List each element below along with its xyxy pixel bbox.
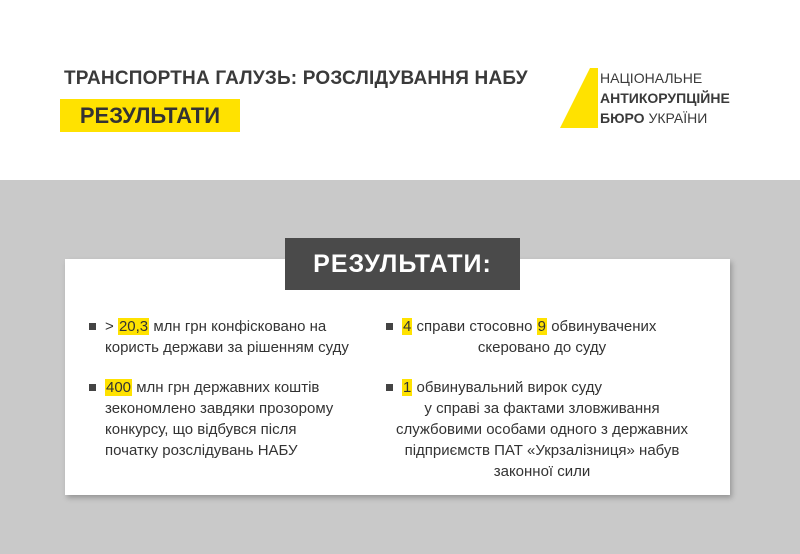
panel-label: РЕЗУЛЬТАТИ: bbox=[285, 238, 520, 290]
item: 1 обвинувальний вирок суду у справі за ф… bbox=[386, 377, 702, 482]
item: 400 млн грн державних коштів зекономлено… bbox=[89, 377, 365, 461]
line: конкурсу, що відбувся після bbox=[105, 421, 297, 438]
line: законної сили bbox=[493, 463, 591, 480]
item: > 20,3 млн грн конфісковано на користь д… bbox=[89, 316, 365, 358]
text: > bbox=[105, 318, 114, 335]
line: 4 справи стосовно 9 обвинувачених bbox=[402, 316, 702, 337]
text: обвинувальний вирок суду bbox=[416, 379, 603, 396]
line: 1 обвинувальний вирок суду bbox=[402, 377, 702, 398]
logo-text: УКРАЇНИ bbox=[648, 110, 708, 126]
text: млн грн державних коштів bbox=[136, 379, 320, 396]
highlight: 1 bbox=[402, 379, 413, 396]
badge: РЕЗУЛЬТАТИ bbox=[60, 99, 240, 132]
logo-text: БЮРО bbox=[600, 110, 645, 126]
line: у справі за фактами зловживання bbox=[424, 400, 660, 417]
line: підприємств ПАТ «Укрзалізниця» набув bbox=[404, 442, 680, 459]
title: ТРАНСПОРТНА ГАЛУЗЬ: РОЗСЛІДУВАННЯ НАБУ bbox=[64, 68, 528, 89]
line: службовими особами одного з державних bbox=[395, 421, 689, 438]
line: початку розслідувань НАБУ bbox=[105, 442, 298, 459]
panel bbox=[65, 259, 730, 495]
line: > 20,3 млн грн конфісковано на bbox=[105, 316, 365, 337]
line: 400 млн грн державних коштів bbox=[105, 377, 365, 398]
item: 4 справи стосовно 9 обвинувачених скеров… bbox=[386, 316, 702, 358]
bullet bbox=[89, 323, 96, 330]
text: обвинувачених bbox=[551, 318, 657, 335]
highlight: 400 bbox=[105, 379, 133, 396]
highlight: 9 bbox=[536, 318, 548, 335]
text: справи стосовно bbox=[416, 318, 533, 335]
bullet bbox=[89, 384, 96, 391]
line: користь держави за рішенням суду bbox=[105, 339, 349, 356]
logo-text: НАЦІОНАЛЬНЕ bbox=[600, 70, 703, 86]
text: млн грн конфісковано на bbox=[153, 318, 327, 335]
line: скеровано до суду bbox=[477, 339, 607, 356]
logo-text: АНТИКОРУПЦІЙНЕ bbox=[600, 90, 730, 106]
bullet bbox=[386, 384, 393, 391]
logo-mark bbox=[560, 68, 598, 128]
line: зекономлено завдяки прозорому bbox=[105, 400, 334, 417]
highlight: 20,3 bbox=[117, 318, 150, 335]
highlight: 4 bbox=[402, 318, 413, 335]
bullet bbox=[386, 323, 393, 330]
logo-text: БЮРО УКРАЇНИ bbox=[600, 110, 707, 126]
